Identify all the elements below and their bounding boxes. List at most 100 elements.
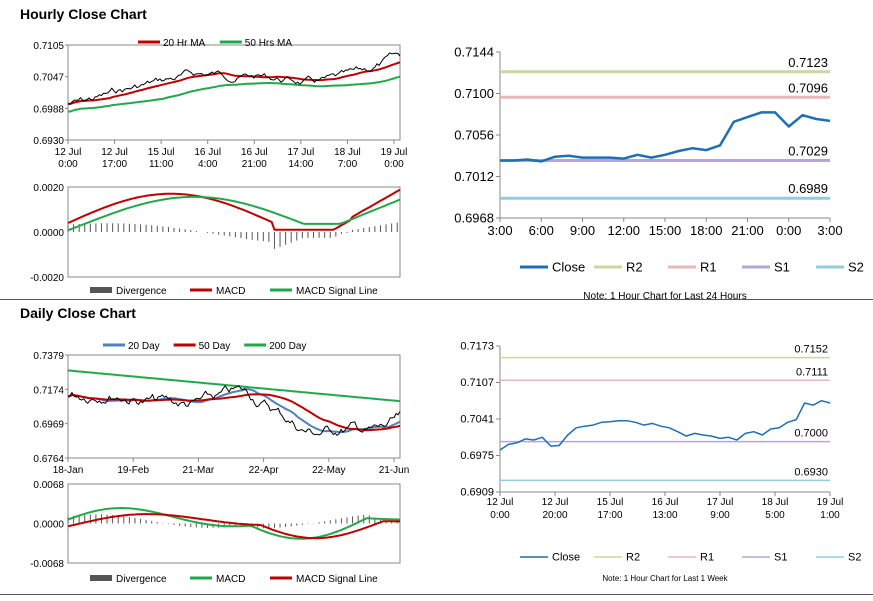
- hourly-price-xtick-3-time: 4:00: [198, 159, 218, 170]
- daily-pivot-legend-3: S1: [774, 552, 787, 564]
- daily-price-xtick-2: 21-Mar: [183, 465, 215, 476]
- daily-pivot-legend-2: R1: [700, 552, 714, 564]
- daily-pivot-level-label-R1: 0.7111: [796, 366, 828, 378]
- hourly-price-xtick-3-date: 16 Jul: [194, 147, 221, 158]
- hourly-section-title: Hourly Close Chart: [20, 6, 147, 22]
- daily-price-ytick-0: 0.7379: [33, 351, 64, 362]
- hourly-pivot-level-label-S1: 0.7029: [788, 143, 828, 158]
- hourly-macd-macd-line: [67, 188, 401, 231]
- daily-macd-ytick-2: -0.0068: [30, 559, 64, 570]
- daily-pivot-level-label-R2: 0.7152: [794, 344, 828, 356]
- hourly-pivot-level-label-R2: 0.7123: [788, 55, 828, 70]
- hourly-macd-legend-0: Divergence: [116, 286, 167, 297]
- daily-price-frame: [67, 354, 401, 459]
- hourly-macd-legend-swatch-0: [90, 287, 112, 293]
- daily-pivot-xtick-2-time: 17:00: [597, 510, 622, 521]
- daily-price-legend-2: 200 Day: [269, 341, 306, 352]
- hourly-price-ma20-line: [67, 61, 401, 105]
- hourly-price-xtick-7-time: 0:00: [384, 159, 404, 170]
- hourly-price-xtick-4-date: 16 Jul: [241, 147, 268, 158]
- hourly-pivot-xtick-7: 0:00: [776, 223, 801, 238]
- daily-pivot-xtick-4-time: 9:00: [710, 510, 730, 521]
- daily-macd-legend-2: MACD Signal Line: [296, 574, 378, 585]
- daily-macd-macd-line: [67, 507, 400, 540]
- hourly-price-xtick-1-time: 17:00: [102, 159, 127, 170]
- daily-pivot-xtick-3-date: 16 Jul: [652, 497, 679, 508]
- hourly-pivot-xtick-2: 9:00: [570, 223, 595, 238]
- daily-pivot-ytick-3: 0.6975: [460, 450, 494, 462]
- daily-price-legend-1: 50 Day: [199, 341, 231, 352]
- hourly-pivot-legend-4: S2: [848, 259, 864, 274]
- daily-pivot-xtick-0-time: 0:00: [490, 510, 510, 521]
- hourly-macd-legend-2: MACD Signal Line: [296, 286, 378, 297]
- daily-pivot-xtick-1-date: 12 Jul: [542, 497, 569, 508]
- daily-price-ytick-1: 0.7174: [33, 385, 64, 396]
- daily-pivot-xtick-0-date: 12 Jul: [487, 497, 514, 508]
- daily-macd-signal-line: [67, 513, 401, 540]
- daily-pivot-xtick-3-time: 13:00: [652, 510, 677, 521]
- hourly-price-legend-0: 20 Hr MA: [163, 38, 206, 49]
- hourly-price-xtick-0-time: 0:00: [58, 159, 78, 170]
- hourly-price-legend-1: 50 Hrs MA: [245, 38, 293, 49]
- hourly-pivot-legend-1: R2: [626, 259, 643, 274]
- daily-price-xtick-5: 21-Jun: [379, 465, 410, 476]
- hourly-price-ytick-0: 0.7105: [33, 41, 64, 52]
- daily-price-ytick-3: 0.6764: [33, 454, 64, 465]
- hourly-pivot-ytick-1: 0.7100: [454, 86, 494, 101]
- daily-price-ytick-2: 0.6969: [33, 420, 64, 431]
- daily-pivot-legend-1: R2: [626, 552, 640, 564]
- hourly-price-frame: [67, 44, 401, 141]
- daily-price-xtick-4: 22-May: [312, 465, 345, 476]
- hourly-pivot-level-label-S2: 0.6989: [788, 181, 828, 196]
- hourly-pivot-legend-0: Close: [552, 259, 585, 274]
- daily-pivot-note: Note: 1 Hour Chart for Last 1 Week: [602, 574, 728, 583]
- daily-pivot-xtick-5-date: 18 Jul: [762, 497, 789, 508]
- bottom-divider: [0, 594, 873, 595]
- hourly-pivot-ytick-0: 0.7144: [454, 44, 494, 59]
- daily-pivot-ytick-2: 0.7041: [460, 414, 494, 426]
- hourly-price-xtick-5-time: 14:00: [288, 159, 313, 170]
- hourly-pivot-xtick-5: 18:00: [690, 223, 723, 238]
- hourly-macd-ytick-2: -0.0020: [30, 273, 64, 284]
- hourly-price-ma50-line: [67, 75, 401, 113]
- daily-pivot-xtick-5-time: 5:00: [765, 510, 785, 521]
- daily-pivot-close-line: [499, 399, 831, 451]
- hourly-price-xtick-2-date: 15 Jul: [148, 147, 175, 158]
- daily-macd-legend-1: MACD: [216, 574, 245, 585]
- daily-pivot-legend-0: Close: [552, 552, 580, 564]
- daily-pivot-legend-4: S2: [848, 552, 861, 564]
- daily-macd-legend-0: Divergence: [116, 574, 167, 585]
- hourly-pivot-note: Note: 1 Hour Chart for Last 24 Hours: [583, 291, 746, 302]
- daily-pivot-ytick-0: 0.7173: [460, 341, 494, 353]
- hourly-pivot-xtick-3: 12:00: [607, 223, 640, 238]
- daily-price-xtick-3: 22-Apr: [249, 465, 280, 476]
- hourly-pivot-legend-2: R1: [700, 259, 717, 274]
- hourly-price-xtick-0-date: 12 Jul: [55, 147, 82, 158]
- daily-pivot-xtick-6-date: 19 Jul: [817, 497, 844, 508]
- daily-macd-ytick-1: 0.0000: [33, 520, 64, 531]
- hourly-pivot-level-label-R1: 0.7096: [788, 80, 828, 95]
- hourly-price-xtick-1-date: 12 Jul: [101, 147, 128, 158]
- daily-macd-ytick-0: 0.0068: [33, 480, 64, 491]
- daily-pivot-level-label-S2: 0.6930: [794, 466, 828, 478]
- daily-pivot-ytick-1: 0.7107: [460, 377, 494, 389]
- hourly-price-xtick-6-date: 18 Jul: [334, 147, 361, 158]
- hourly-pivot-close-line: [500, 111, 831, 163]
- hourly-pivot-ytick-2: 0.7056: [454, 127, 494, 142]
- hourly-pivot-xtick-4: 15:00: [649, 223, 682, 238]
- daily-pivot-xtick-2-date: 15 Jul: [597, 497, 624, 508]
- daily-pivot-xtick-6-time: 1:00: [820, 510, 840, 521]
- hourly-pivot-xtick-0: 3:00: [487, 223, 512, 238]
- daily-price-legend-0: 20 Day: [128, 341, 160, 352]
- daily-pivot-ytick-4: 0.6909: [460, 487, 494, 499]
- hourly-price-ytick-1: 0.7047: [33, 73, 64, 84]
- hourly-macd-legend-1: MACD: [216, 286, 245, 297]
- daily-price-d200-line: [67, 369, 401, 403]
- hourly-price-price-line: [67, 52, 401, 105]
- hourly-price-ytick-2: 0.6988: [33, 104, 64, 115]
- hourly-macd-signal-line: [67, 195, 401, 232]
- daily-pivot-xtick-1-time: 20:00: [542, 510, 567, 521]
- hourly-price-xtick-7-date: 19 Jul: [381, 147, 408, 158]
- hourly-price-xtick-5-date: 17 Jul: [288, 147, 315, 158]
